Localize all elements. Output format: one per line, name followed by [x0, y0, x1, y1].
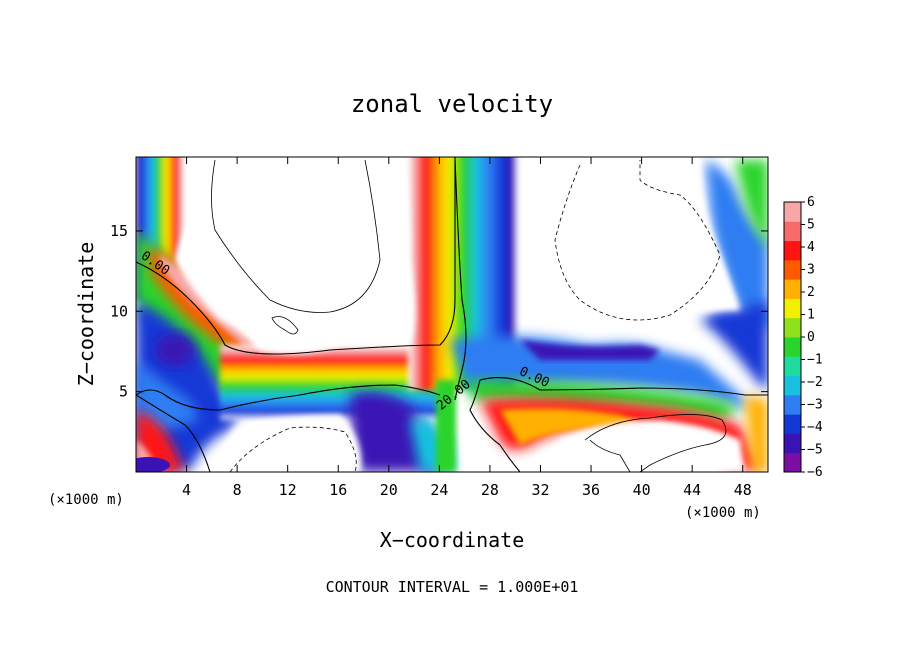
colorbar-tick-label-3: 3: [807, 263, 815, 278]
x-unit-left: (×1000 m): [48, 492, 124, 508]
colorbar-swatch-9: [784, 279, 801, 299]
colorbar-tick-label-11: −5: [807, 443, 823, 458]
x-tick-label-3: 16: [329, 481, 347, 499]
y-axis-label: Z−coordinate: [74, 242, 98, 387]
velocity-field: [136, 157, 768, 472]
y-tick-label-2: 15: [110, 222, 128, 240]
x-unit-right: (×1000 m): [685, 505, 761, 521]
colorbar-swatch-6: [784, 337, 801, 357]
x-tick-label-9: 40: [633, 481, 651, 499]
colorbar-swatch-12: [784, 221, 801, 242]
colorbar-tick-label-9: −3: [807, 398, 823, 413]
colorbar-tick-label-12: −6: [807, 465, 823, 480]
x-tick-label-6: 28: [481, 481, 499, 499]
x-tick-label-0: 4: [182, 481, 191, 499]
colorbar-tick-label-1: 5: [807, 218, 815, 233]
colorbar-swatch-3: [784, 394, 801, 415]
colorbar-tick-label-2: 4: [807, 240, 815, 255]
plot-frame: [135, 156, 769, 473]
colorbar-tick-label-10: −4: [807, 420, 823, 435]
x-tick-label-7: 32: [531, 481, 549, 499]
colorbar-tick-label-8: −2: [807, 375, 823, 390]
colorbar-swatch-8: [784, 298, 801, 319]
y-tick-label-1: 10: [110, 302, 128, 320]
colorbar-tick-label-0: 6: [807, 195, 815, 210]
colorbar-swatch-1: [784, 433, 801, 454]
colorbar-tick-label-6: 0: [807, 330, 815, 345]
x-axis-label: X−coordinate: [380, 528, 525, 552]
colorbar-swatch-13: [784, 202, 801, 222]
y-tick-label-0: 5: [119, 383, 128, 401]
chart-title: zonal velocity: [351, 90, 553, 118]
colorbar-swatch-11: [784, 240, 801, 261]
x-tick-label-10: 44: [683, 481, 701, 499]
colorbar-tick-label-7: −1: [807, 353, 823, 368]
colorbar-swatch-4: [784, 375, 801, 396]
colorbar-tick-label-4: 2: [807, 285, 815, 300]
x-tick-label-11: 48: [734, 481, 752, 499]
contour-lines: [136, 157, 768, 472]
y-axis: 5 10 15: [110, 222, 768, 401]
x-axis: 4 8 12 16 20 24 28 32 36 40 44 48: [182, 157, 752, 499]
colorbar-swatch-0: [784, 452, 801, 473]
colorbar-swatch-7: [784, 317, 801, 338]
colorbar-swatch-5: [784, 356, 801, 377]
x-tick-label-1: 8: [233, 481, 242, 499]
x-tick-label-5: 24: [430, 481, 448, 499]
contour-interval-note: CONTOUR INTERVAL = 1.000E+01: [326, 578, 579, 596]
colorbar-tick-label-5: 1: [807, 308, 815, 323]
x-tick-label-8: 36: [582, 481, 600, 499]
x-tick-label-4: 20: [380, 481, 398, 499]
colorbar: 6 5 4 3 2 1 0 −1 −2 −3 −4 −5 −6: [783, 195, 823, 480]
x-tick-label-2: 12: [279, 481, 297, 499]
colorbar-swatch-2: [784, 414, 801, 434]
colorbar-swatch-10: [784, 259, 801, 280]
